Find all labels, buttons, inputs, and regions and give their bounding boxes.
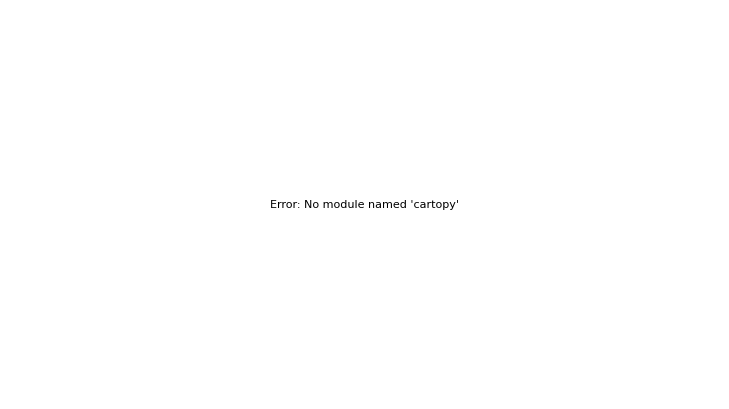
Text: Error: No module named 'cartopy': Error: No module named 'cartopy': [270, 200, 459, 209]
